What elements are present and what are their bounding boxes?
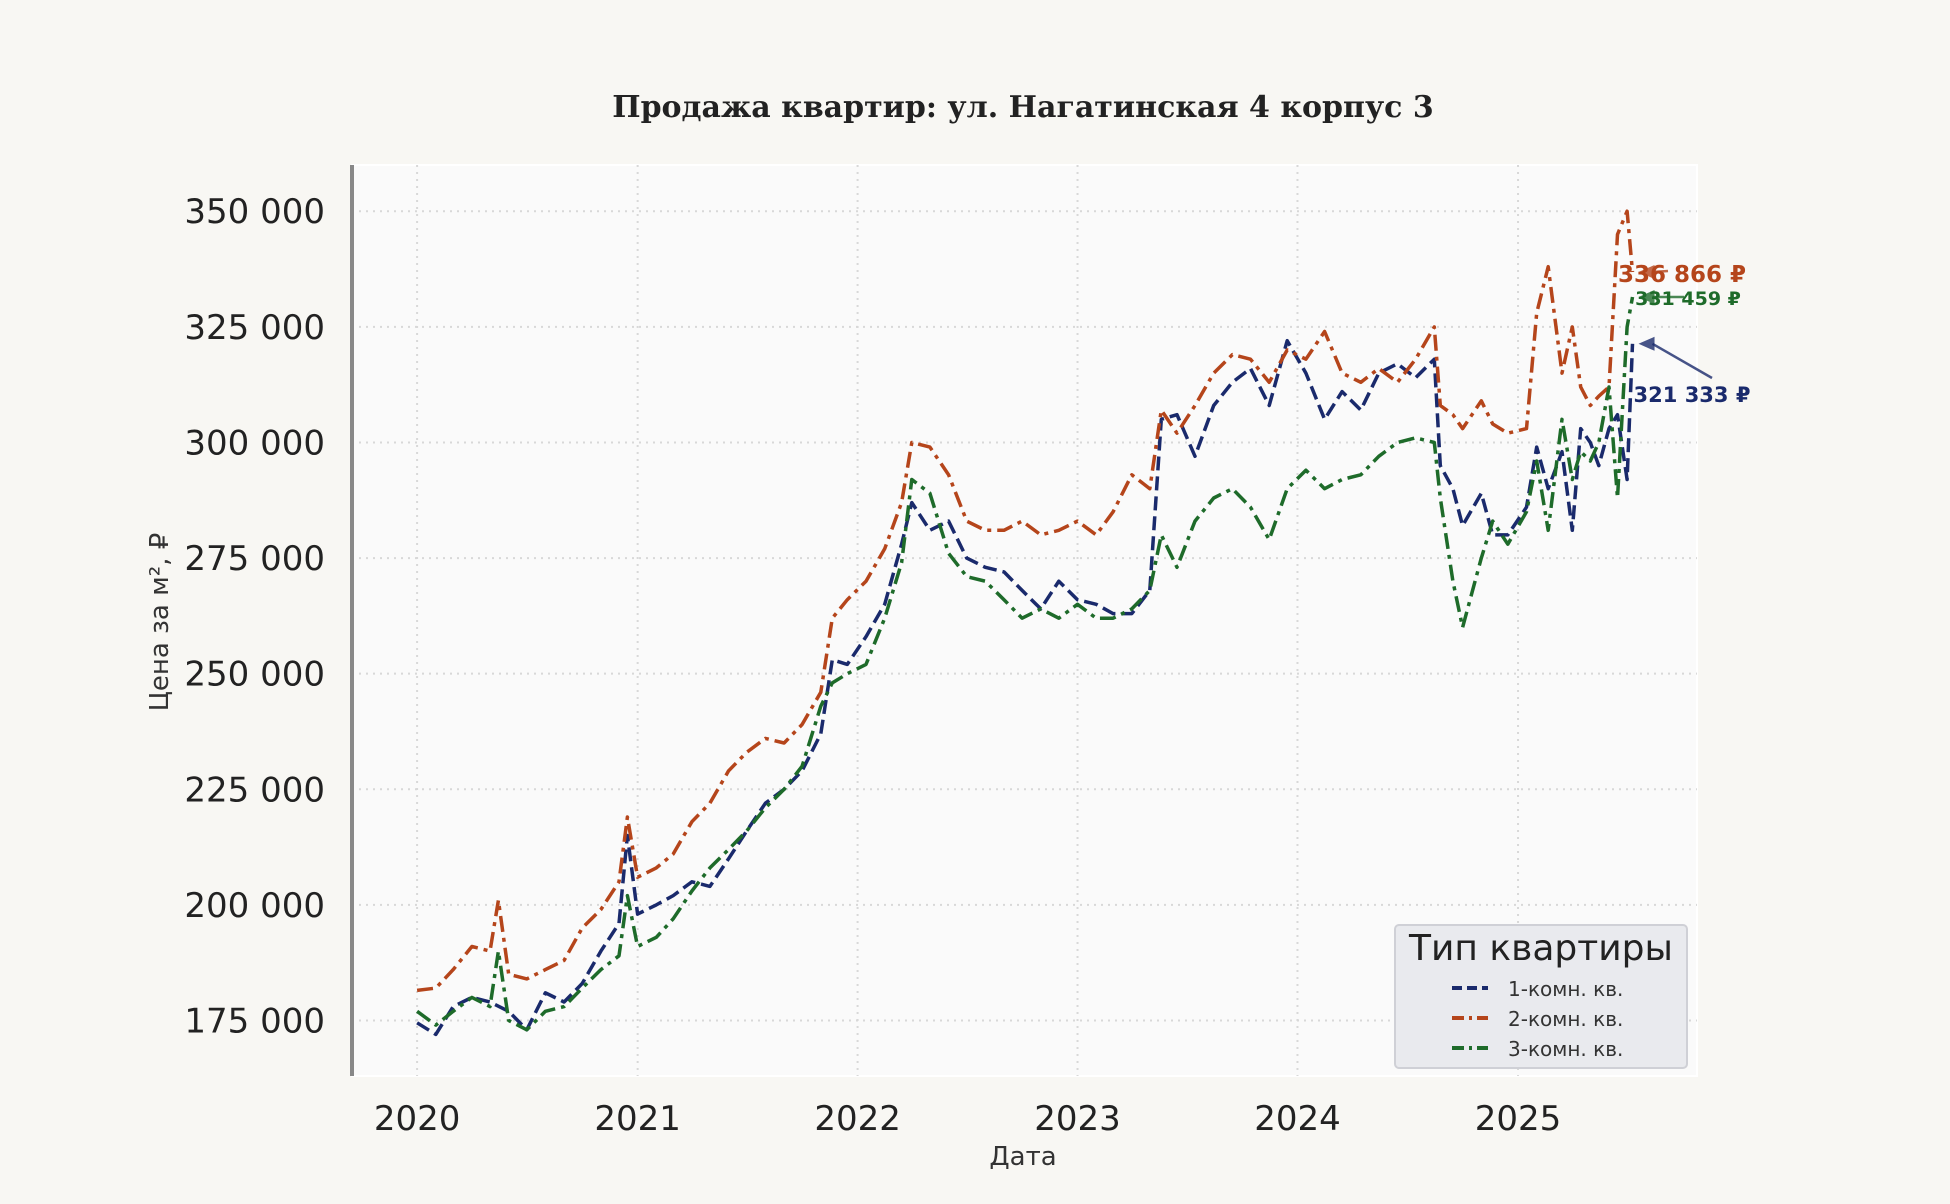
y-tick-label: 225 000 [184,770,325,810]
annotation-label-1-room: 321 333 ₽ [1634,383,1751,407]
annotation-label-3-room: 331 459 ₽ [1635,288,1741,310]
x-tick-label: 2022 [814,1099,901,1139]
legend-label-2-room: 2-комн. кв. [1508,1007,1623,1031]
x-tick-label: 2021 [594,1099,681,1139]
legend-label-3-room: 3-комн. кв. [1508,1037,1623,1061]
legend: Тип квартиры 1-комн. кв. 2-комн. кв. 3-к… [1395,925,1687,1068]
y-tick-label: 175 000 [184,1002,325,1042]
x-tick-label: 2023 [1034,1099,1121,1139]
x-tick-label: 2024 [1254,1099,1341,1139]
x-axis-label: Дата [989,1142,1056,1172]
x-tick-label: 2025 [1475,1099,1562,1139]
legend-title: Тип квартиры [1408,928,1673,969]
y-tick-label: 200 000 [184,886,325,926]
y-tick-label: 300 000 [184,423,325,463]
chart-title: Продажа квартир: ул. Нагатинская 4 корпу… [612,90,1434,125]
annotation-label-2-room: 336 866 ₽ [1618,262,1746,288]
y-tick-label: 325 000 [184,308,325,348]
y-tick-label: 250 000 [184,655,325,695]
y-tick-label: 275 000 [184,539,325,579]
x-tick-label: 2020 [374,1099,461,1139]
legend-label-1-room: 1-комн. кв. [1508,977,1623,1001]
y-tick-label: 350 000 [184,192,325,232]
y-axis-label: Цена за м², ₽ [145,533,175,712]
